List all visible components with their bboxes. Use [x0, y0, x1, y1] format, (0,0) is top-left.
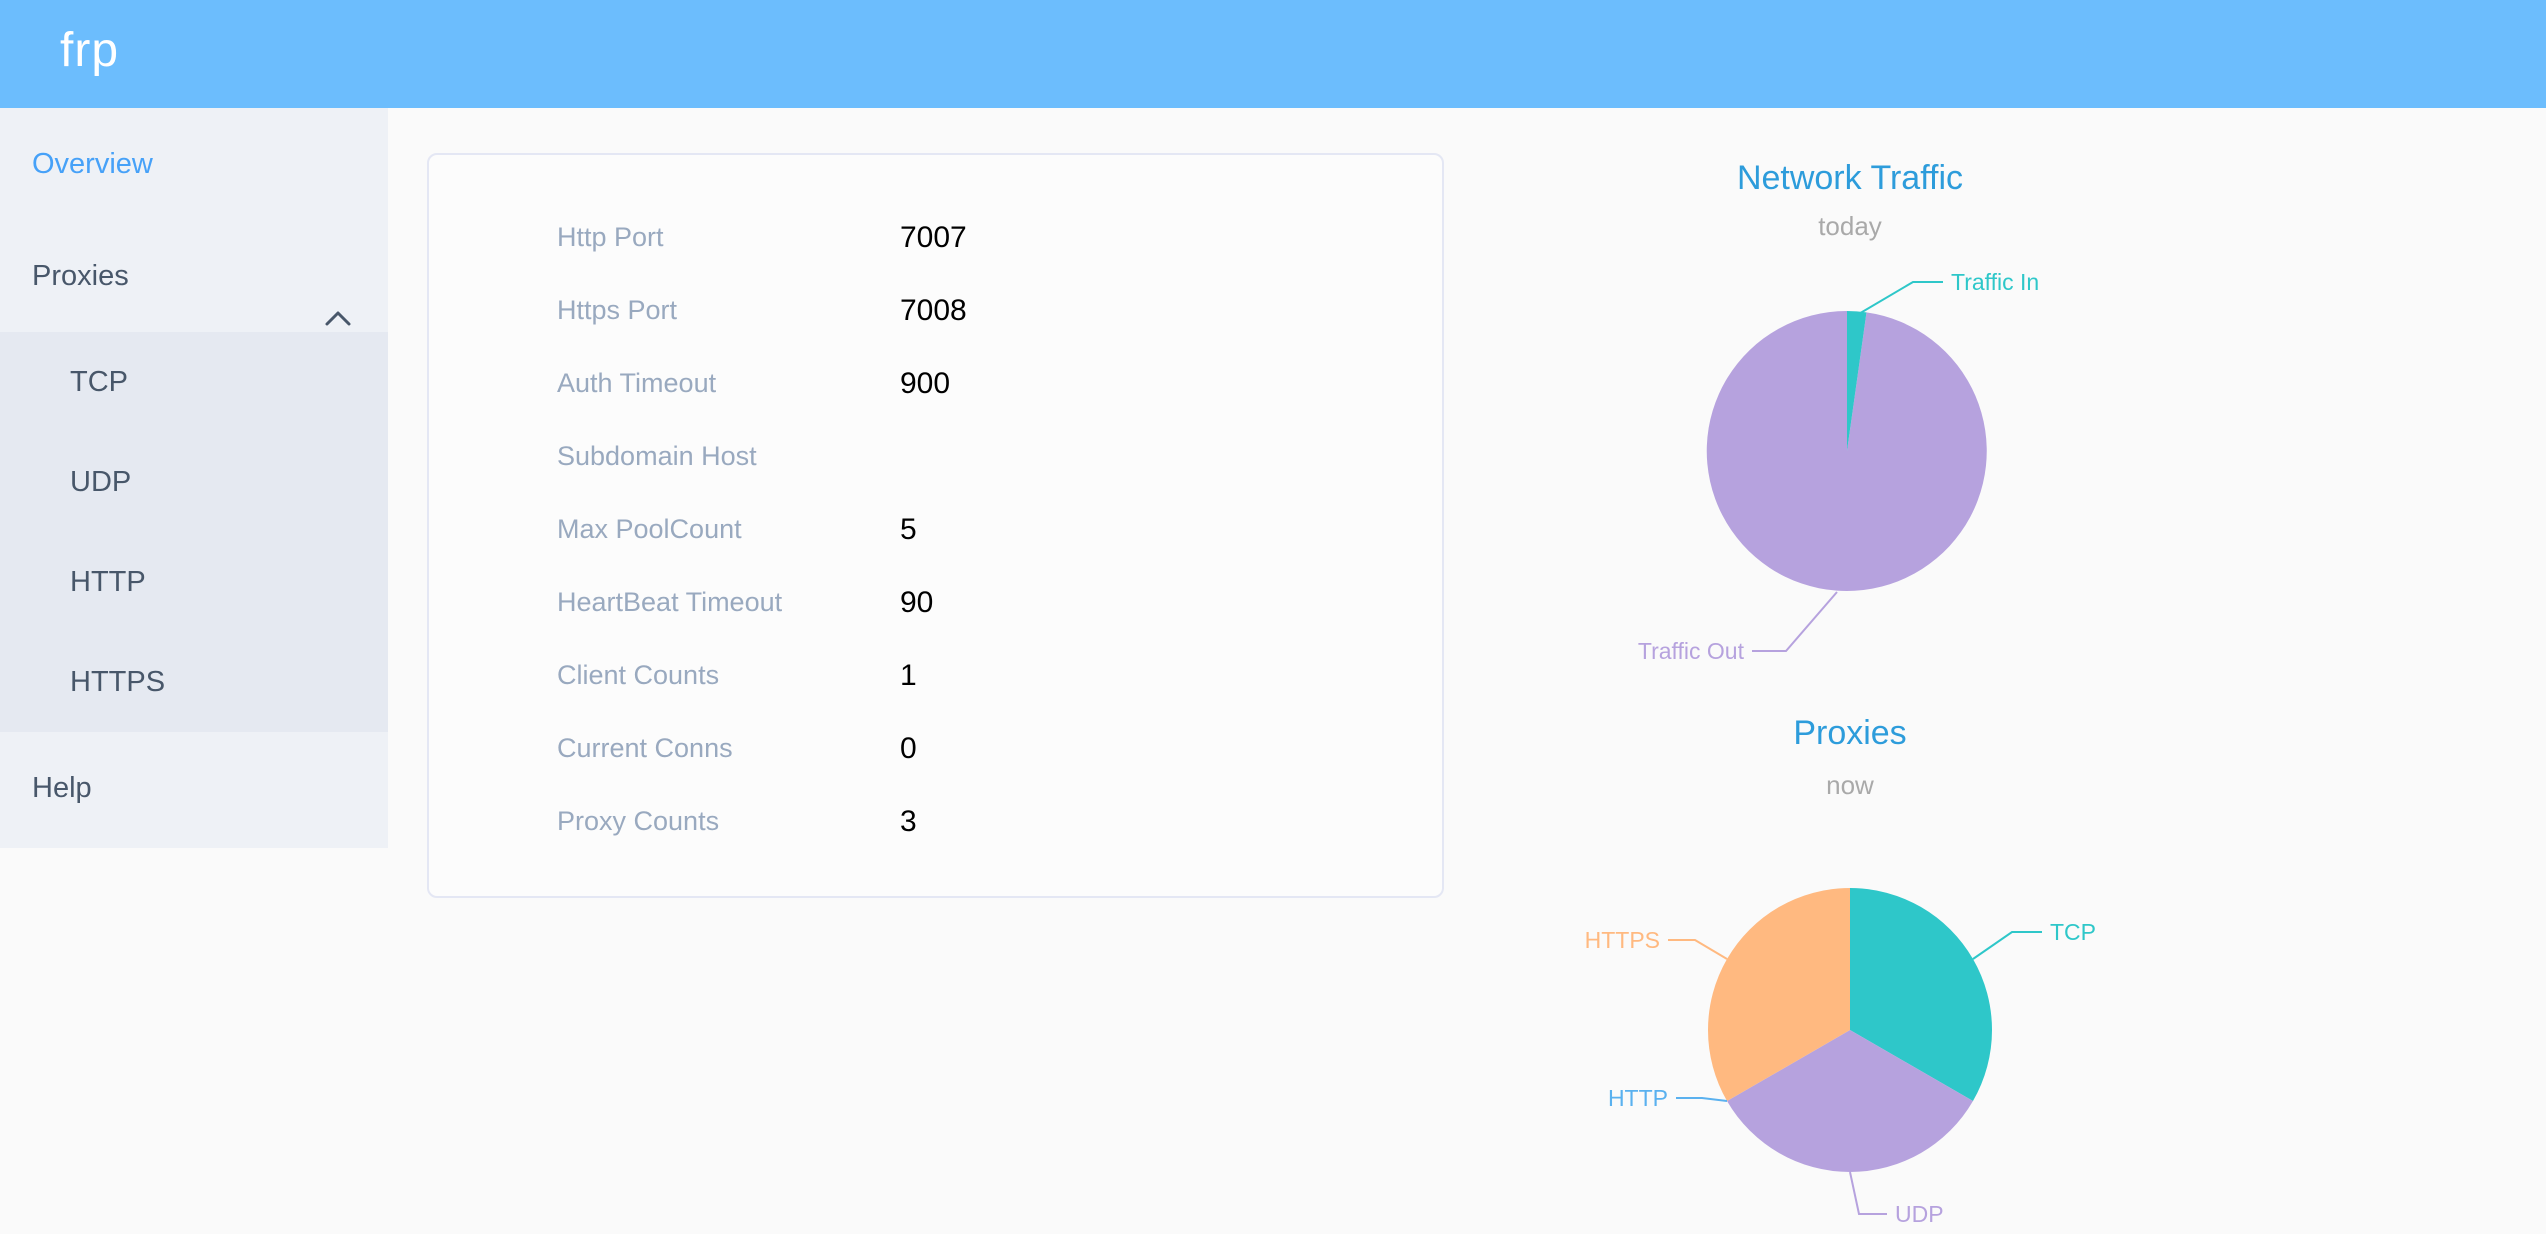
sidebar-item-label: HTTPS: [70, 666, 166, 698]
pie-slice-udp[interactable]: [1727, 1030, 1973, 1173]
pie-slice-traffic-out[interactable]: [1706, 310, 1987, 591]
config-row: Subdomain Host: [429, 420, 1442, 493]
config-value: 1: [900, 658, 917, 692]
sidebar-item-help[interactable]: Help: [0, 732, 388, 844]
config-label: Subdomain Host: [557, 441, 757, 471]
sidebar-item-udp[interactable]: UDP: [0, 432, 388, 532]
pie-label-tcp: TCP: [2050, 919, 2096, 945]
config-label: HeartBeat Timeout: [557, 587, 783, 617]
server-info-card: Http Port 7007 Https Port 7008 Auth Time…: [427, 153, 1444, 898]
proxies-submenu: TCP UDP HTTP HTTPS: [0, 332, 388, 732]
config-label: Max PoolCount: [557, 514, 742, 544]
config-value: 7008: [900, 293, 967, 327]
sidebar-item-tcp[interactable]: TCP: [0, 332, 388, 432]
proxies-chart-subtitle: now: [1826, 770, 1874, 800]
leader-line-udp: [1849, 1171, 1887, 1215]
config-row: Http Port 7007: [429, 201, 1442, 274]
sidebar-item-https[interactable]: HTTPS: [0, 632, 388, 732]
config-label: Https Port: [557, 295, 678, 325]
sidebar-item-label: Overview: [32, 148, 153, 180]
pie-label-udp: UDP: [1895, 1201, 1944, 1227]
server-info-form: Http Port 7007 Https Port 7008 Auth Time…: [429, 201, 1442, 858]
config-row: Current Conns 0: [429, 712, 1442, 785]
sidebar-item-proxies[interactable]: Proxies: [0, 220, 388, 332]
pie-label-http: HTTP: [1608, 1085, 1668, 1111]
chevron-up-icon: [324, 264, 352, 376]
sidebar-item-overview[interactable]: Overview: [0, 108, 388, 220]
charts-panel: Network Traffic today Traffic In Traffic…: [1530, 0, 2170, 1234]
config-value: 7007: [900, 220, 967, 254]
pie-slice-traffic-in[interactable]: [1847, 311, 1867, 451]
proxies-pie-chart: TCP UDP HTTP HTTPS: [1585, 888, 2096, 1227]
network-traffic-chart-subtitle: today: [1818, 211, 1882, 241]
sidebar-item-label: HTTP: [70, 566, 146, 598]
app-header: frp: [0, 0, 2546, 108]
config-row: Client Counts 1: [429, 639, 1442, 712]
leader-line-tcp: [1972, 931, 2042, 960]
leader-line-traffic-in: [1856, 281, 1943, 316]
pie-slice-https[interactable]: [1707, 888, 1850, 1101]
config-label: Proxy Counts: [557, 806, 720, 836]
leader-line-traffic-out: [1752, 591, 1838, 652]
config-row: Https Port 7008: [429, 274, 1442, 347]
config-label: Http Port: [557, 222, 664, 252]
pie-label-traffic-out: Traffic Out: [1638, 638, 1745, 664]
sidebar-item-http[interactable]: HTTP: [0, 532, 388, 632]
network-traffic-pie-chart: Traffic In Traffic Out: [1638, 269, 2039, 664]
config-row: HeartBeat Timeout 90: [429, 566, 1442, 639]
sidebar-item-label: Proxies: [32, 260, 129, 292]
config-label: Current Conns: [557, 733, 733, 763]
pie-slice-tcp[interactable]: [1850, 888, 1993, 1101]
leader-line-http: [1676, 1097, 1728, 1102]
config-value: 0: [900, 731, 917, 765]
proxies-chart-title: Proxies: [1793, 714, 1907, 752]
config-label: Client Counts: [557, 660, 720, 690]
config-value: 900: [900, 366, 951, 400]
sidebar-item-label: UDP: [70, 466, 132, 498]
config-value: 90: [900, 585, 934, 619]
config-row: Proxy Counts 3: [429, 785, 1442, 858]
network-traffic-chart-title: Network Traffic: [1736, 159, 1964, 197]
config-row: Auth Timeout 900: [429, 347, 1442, 420]
sidebar-item-label: Help: [32, 772, 92, 804]
config-value: 5: [900, 512, 917, 546]
config-label: Auth Timeout: [557, 368, 717, 398]
pie-label-traffic-in: Traffic In: [1951, 269, 2039, 295]
app-logo: frp: [60, 24, 120, 77]
sidebar: Overview Proxies TCP UDP HTTP HTTPS Help: [0, 108, 388, 848]
pie-label-https: HTTPS: [1585, 927, 1660, 953]
config-row: Max PoolCount 5: [429, 493, 1442, 566]
sidebar-item-label: TCP: [70, 366, 128, 398]
leader-line-https: [1668, 939, 1728, 960]
config-value: 3: [900, 804, 917, 838]
